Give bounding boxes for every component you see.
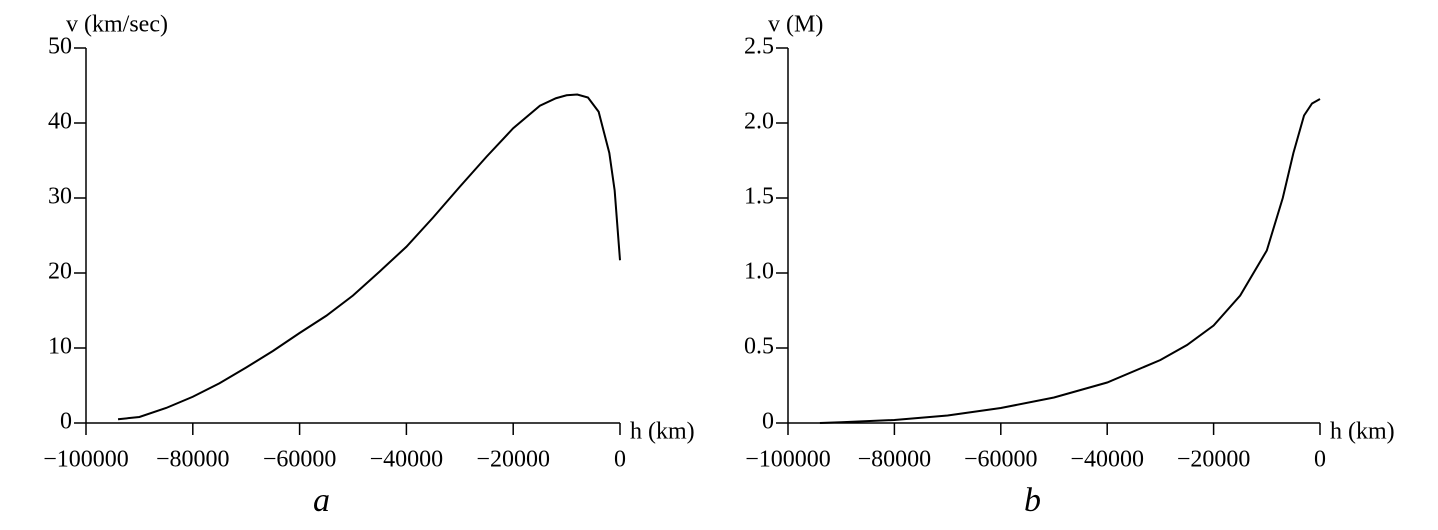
x-tick-label: −80000 [156, 447, 230, 473]
y-tick-label: 10 [48, 334, 72, 360]
x-tick-label: −100000 [745, 447, 831, 473]
panel-label: a [313, 482, 330, 519]
x-tick-label: −100000 [43, 447, 129, 473]
x-tick-label: −20000 [1177, 447, 1251, 473]
y-tick-label: 1.5 [744, 184, 774, 210]
y-axis-label: v (km/sec) [66, 12, 168, 38]
y-tick-label: 0 [762, 409, 774, 435]
y-tick-label: 0 [60, 409, 72, 435]
y-tick-label: 2.0 [744, 109, 774, 135]
x-tick-label: −20000 [476, 447, 550, 473]
y-tick-label: 30 [48, 184, 72, 210]
x-axis-label: h (km) [1330, 419, 1395, 445]
y-tick-label: 20 [48, 259, 72, 285]
y-tick-label: 1.0 [744, 259, 774, 285]
x-tick-label: −60000 [964, 447, 1038, 473]
y-tick-label: 40 [48, 109, 72, 135]
x-tick-label: −40000 [370, 447, 444, 473]
y-axis-label: v (M) [768, 12, 823, 38]
x-tick-label: 0 [614, 447, 626, 473]
y-tick-label: 0.5 [744, 334, 774, 360]
x-tick-label: 0 [1314, 447, 1326, 473]
x-tick-label: −80000 [858, 447, 932, 473]
y-tick-label: 2.5 [744, 34, 774, 60]
data-line [819, 98, 1321, 424]
x-tick-label: −40000 [1070, 447, 1144, 473]
x-tick-label: −60000 [263, 447, 337, 473]
y-tick-label: 50 [48, 34, 72, 60]
data-line [117, 93, 621, 421]
x-axis-label: h (km) [630, 419, 695, 445]
panel-label: b [1024, 482, 1041, 519]
